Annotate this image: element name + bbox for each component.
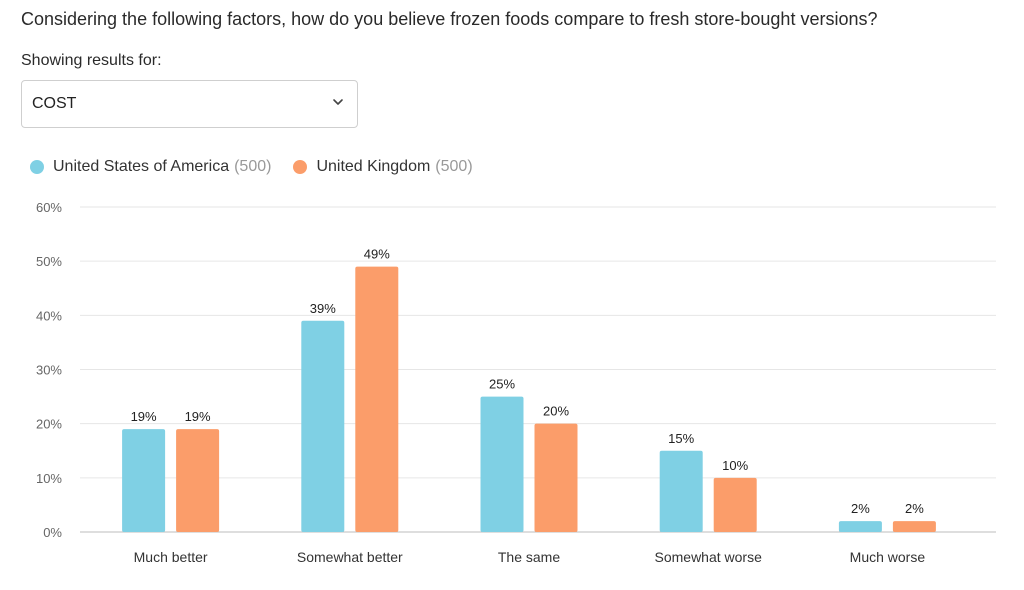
factor-select-value: COST bbox=[32, 95, 77, 112]
bar bbox=[713, 477, 757, 532]
y-tick-label: 50% bbox=[36, 254, 62, 269]
chevron-down-icon bbox=[333, 99, 343, 105]
y-tick-label: 40% bbox=[36, 308, 62, 323]
y-tick-label: 20% bbox=[36, 417, 62, 432]
y-tick-label: 30% bbox=[36, 363, 62, 378]
data-label: 2% bbox=[851, 501, 870, 516]
question-title: Considering the following factors, how d… bbox=[21, 9, 878, 29]
y-tick-label: 60% bbox=[36, 200, 62, 215]
data-label: 20% bbox=[543, 404, 569, 419]
legend-count-usa: (500) bbox=[234, 158, 272, 175]
filter-label: Showing results for: bbox=[21, 52, 162, 69]
data-label: 2% bbox=[905, 501, 924, 516]
legend-swatch-usa bbox=[30, 160, 44, 174]
bar bbox=[122, 429, 166, 532]
bar bbox=[838, 521, 882, 532]
bar bbox=[892, 521, 936, 532]
factor-select[interactable]: COST bbox=[21, 80, 358, 128]
y-tick-label: 0% bbox=[43, 525, 62, 540]
legend-label-uk: United Kingdom bbox=[316, 158, 431, 175]
data-label: 15% bbox=[668, 431, 694, 446]
legend-swatch-uk bbox=[293, 160, 308, 174]
legend-count-uk: (500) bbox=[435, 158, 473, 175]
data-label: 39% bbox=[310, 301, 336, 316]
data-label: 49% bbox=[364, 247, 390, 262]
legend-label-usa: United States of America bbox=[53, 158, 230, 175]
bar bbox=[659, 450, 703, 532]
data-label: 10% bbox=[722, 458, 748, 473]
bar bbox=[176, 429, 220, 532]
bar bbox=[534, 423, 578, 532]
chart-legend: United States of America (500) United Ki… bbox=[30, 158, 495, 176]
data-label: 19% bbox=[185, 409, 211, 424]
x-tick-label: Somewhat better bbox=[297, 549, 403, 565]
x-tick-label: Somewhat worse bbox=[655, 549, 763, 565]
x-tick-label: Much worse bbox=[850, 549, 926, 565]
bar bbox=[301, 320, 345, 532]
legend-item-usa[interactable]: United States of America (500) bbox=[30, 158, 271, 176]
bar bbox=[355, 266, 399, 532]
x-tick-label: Much better bbox=[134, 549, 208, 565]
y-tick-label: 10% bbox=[36, 471, 62, 486]
data-label: 25% bbox=[489, 377, 515, 392]
bar bbox=[480, 396, 524, 532]
data-label: 19% bbox=[131, 409, 157, 424]
legend-item-uk[interactable]: United Kingdom (500) bbox=[293, 158, 473, 176]
x-tick-label: The same bbox=[498, 549, 560, 565]
